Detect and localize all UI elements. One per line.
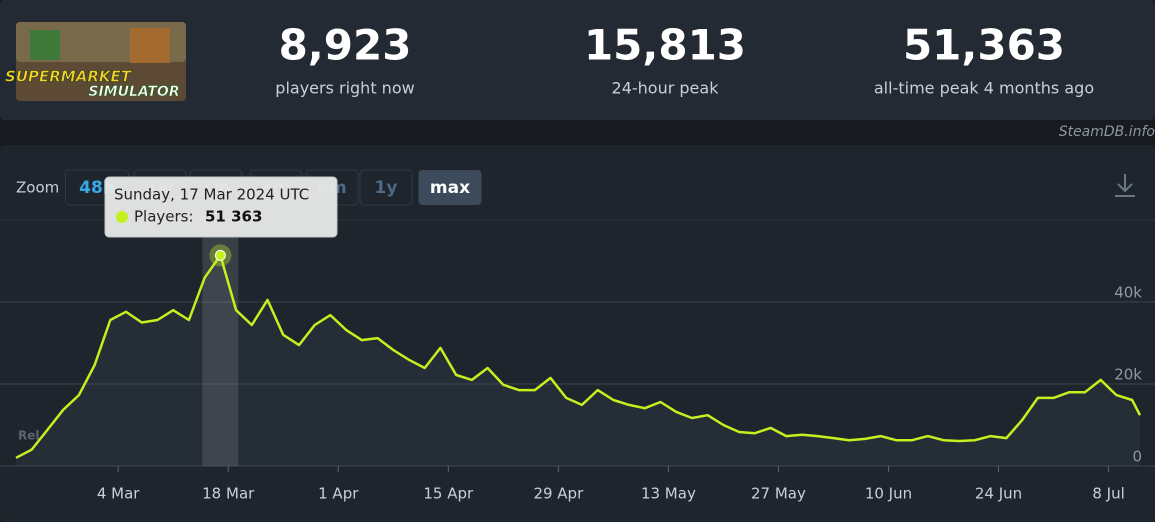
x-tick-label: 15 Apr <box>423 485 474 503</box>
stat-label: 24-hour peak <box>612 79 720 98</box>
y-tick-label: 0 <box>1132 448 1142 466</box>
stat-label: players right now <box>275 79 414 98</box>
zoom-button[interactable] <box>359 169 413 206</box>
zoom-button-label[interactable]: 1y <box>375 178 398 198</box>
stat-value: 8,923 <box>279 21 412 70</box>
watermark: SteamDB.info <box>1059 124 1155 140</box>
logo-text: SIMULATOR <box>88 84 179 100</box>
x-tick-label: 1 Apr <box>318 485 359 503</box>
hover-point <box>214 249 226 261</box>
stat-value: 15,813 <box>584 21 746 70</box>
x-tick-label: 24 Jun <box>975 485 1022 503</box>
hover-band <box>202 220 239 466</box>
stat-label: all-time peak 4 months ago <box>874 79 1094 98</box>
zoom-label: Zoom <box>16 179 59 197</box>
x-tick-label: 13 May <box>641 485 696 503</box>
x-tick-label: 10 Jun <box>865 485 912 503</box>
x-tick-label: 8 Jul <box>1092 485 1124 503</box>
x-tick-label: 29 Apr <box>533 485 584 503</box>
chart-panel <box>0 145 1155 522</box>
series-area <box>16 255 1140 466</box>
series-line <box>15 254 1142 459</box>
download-icon[interactable] <box>1115 174 1135 197</box>
tooltip-value: 51 363 <box>205 208 262 226</box>
tooltip: Sunday, 17 Mar 2024 UTC Players: 51 363 <box>104 176 338 238</box>
zoom-button[interactable] <box>418 170 482 205</box>
x-tick-label: 18 Mar <box>202 485 255 503</box>
x-tick-label: 27 May <box>751 485 806 503</box>
logo-text: SUPERMARKET <box>5 68 133 86</box>
zoom-button-label[interactable]: max <box>430 178 470 198</box>
x-tick-label: 4 Mar <box>97 485 140 503</box>
tooltip-label: Players: <box>134 208 194 226</box>
game-logo: SUPERMARKET SIMULATOR <box>5 22 186 101</box>
y-tick-label: 40k <box>1114 284 1142 302</box>
stats-panel <box>0 0 1155 120</box>
tooltip-dot <box>116 211 128 223</box>
y-tick-label: 20k <box>1114 366 1142 384</box>
release-flag: Rel <box>18 429 40 443</box>
tooltip-box <box>104 176 338 238</box>
tooltip-title: Sunday, 17 Mar 2024 UTC <box>114 186 309 204</box>
plot: 0 20k 40k 4 Mar 18 Mar 1 Apr 15 Apr 29 Apr 13 Ma… <box>0 219 1155 503</box>
stat-value: 51,363 <box>903 21 1065 70</box>
